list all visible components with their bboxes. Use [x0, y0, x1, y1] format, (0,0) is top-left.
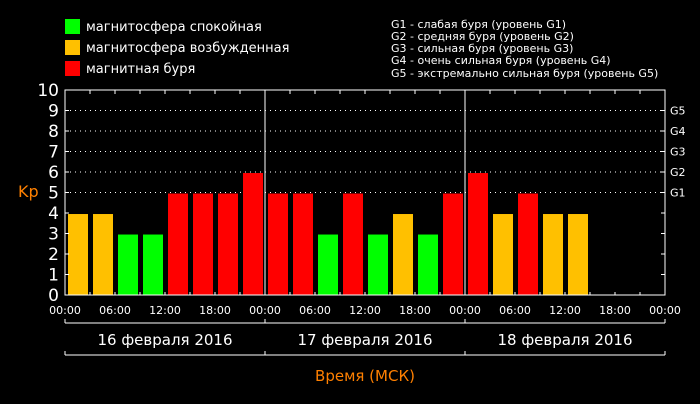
x-tick-label: 18:00 — [599, 304, 631, 317]
bar — [343, 193, 363, 295]
y-axis-label: Kp — [18, 182, 39, 201]
legend-label-active: магнитосфера возбужденная — [86, 41, 289, 56]
bar — [493, 214, 513, 295]
y-tick-label: 2 — [48, 245, 59, 265]
bar — [168, 193, 188, 295]
bar — [418, 234, 438, 295]
bar — [393, 214, 413, 295]
bar — [243, 173, 263, 295]
y-tick-label: 9 — [48, 102, 59, 122]
bar — [193, 193, 213, 295]
bar — [293, 193, 313, 295]
bar — [568, 214, 588, 295]
g-legend-line: G2 - средняя буря (уровень G2) — [391, 30, 574, 43]
g-legend-line: G4 - очень сильная буря (уровень G4) — [391, 54, 611, 67]
x-tick-label: 06:00 — [299, 304, 331, 317]
y-tick-label: 0 — [48, 286, 59, 306]
bar — [143, 234, 163, 295]
bar — [118, 234, 138, 295]
y-tick-label: 6 — [48, 163, 59, 183]
y-tick-label: 4 — [48, 204, 59, 224]
g-legend: G1 - слабая буря (уровень G1) G2 - средн… — [391, 18, 658, 80]
x-tick-label: 18:00 — [399, 304, 431, 317]
y-tick-label: 10 — [37, 81, 59, 101]
y-tick-label: 7 — [48, 143, 59, 163]
bar — [468, 173, 488, 295]
bar — [93, 214, 113, 295]
bar — [518, 193, 538, 295]
y-tick-label: 8 — [48, 122, 59, 142]
bar — [218, 193, 238, 295]
day-label: 16 февраля 2016 — [97, 331, 232, 349]
g-level-label: G3 — [670, 146, 686, 159]
g-level-label: G4 — [670, 125, 686, 138]
x-tick-label: 00:00 — [649, 304, 681, 317]
legend-swatch-active — [65, 40, 80, 55]
x-axis-label: Время (МСК) — [315, 367, 415, 385]
x-tick-label: 12:00 — [349, 304, 381, 317]
x-tick-label: 18:00 — [199, 304, 231, 317]
x-tick-label: 00:00 — [49, 304, 81, 317]
g-level-label: G5 — [670, 105, 686, 118]
y-tick-label: 1 — [48, 266, 59, 286]
x-tick-label: 06:00 — [99, 304, 131, 317]
legend-label-storm: магнитная буря — [86, 62, 195, 77]
bar — [543, 214, 563, 295]
x-tick-label: 12:00 — [549, 304, 581, 317]
g-legend-line: G3 - сильная буря (уровень G3) — [391, 42, 573, 55]
bar — [268, 193, 288, 295]
legend-swatch-quiet — [65, 19, 80, 34]
g-level-label: G2 — [670, 166, 686, 179]
legend-swatch-storm — [65, 61, 80, 76]
day-label: 18 февраля 2016 — [497, 331, 632, 349]
y-tick-label: 3 — [48, 225, 59, 245]
y-tick-label: 5 — [48, 184, 59, 204]
day-label: 17 февраля 2016 — [297, 331, 432, 349]
g-legend-line: G1 - слабая буря (уровень G1) — [391, 18, 566, 31]
bar — [318, 234, 338, 295]
x-tick-label: 00:00 — [249, 304, 281, 317]
x-tick-label: 00:00 — [449, 304, 481, 317]
g-legend-line: G5 - экстремально сильная буря (уровень … — [391, 67, 658, 80]
bar — [368, 234, 388, 295]
legend-label-quiet: магнитосфера спокойная — [86, 20, 262, 35]
bar — [443, 193, 463, 295]
bar — [68, 214, 88, 295]
x-tick-label: 12:00 — [149, 304, 181, 317]
x-tick-label: 06:00 — [499, 304, 531, 317]
legend: магнитосфера спокойная магнитосфера возб… — [65, 19, 289, 77]
g-level-label: G1 — [670, 187, 686, 200]
